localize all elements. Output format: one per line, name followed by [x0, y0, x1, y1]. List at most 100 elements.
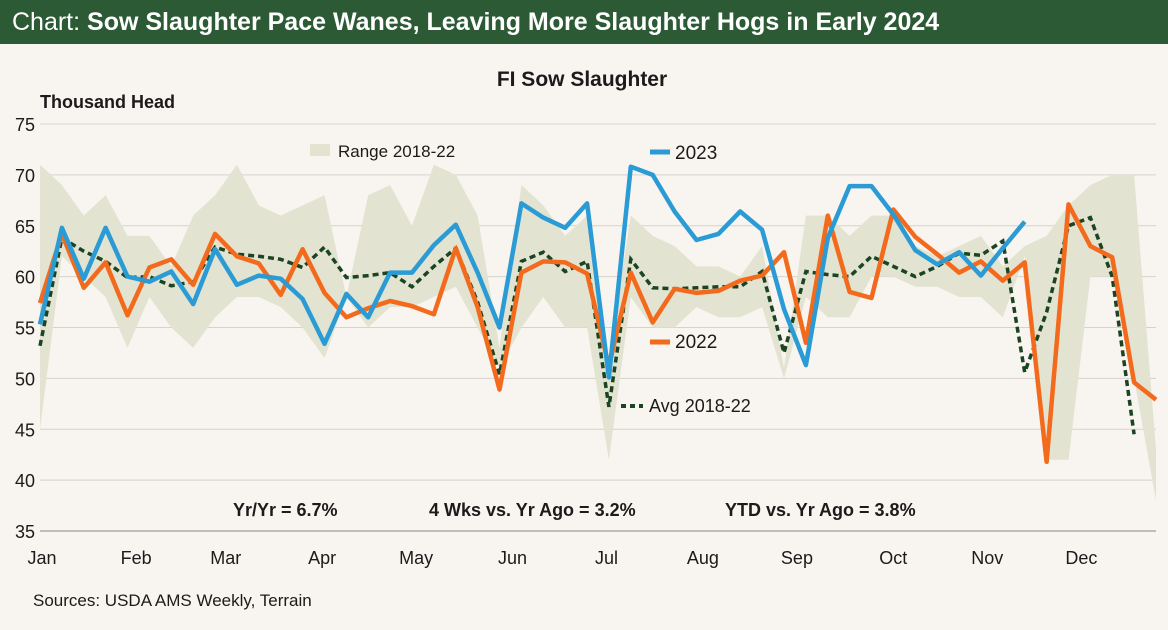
point-2023	[104, 226, 108, 230]
point-2023	[782, 307, 786, 311]
y-tick-label: 50	[15, 369, 35, 389]
legend-2022-label: 2022	[675, 332, 717, 353]
x-tick-label: Feb	[121, 548, 152, 568]
point-2023	[235, 283, 239, 287]
point-2022	[1023, 260, 1027, 264]
point-2023	[826, 236, 830, 240]
point-2023	[169, 270, 173, 274]
point-2022	[476, 305, 480, 309]
point-2023	[1023, 220, 1027, 224]
point-2022	[60, 232, 64, 236]
point-2022	[979, 259, 983, 263]
y-tick-label: 35	[15, 522, 35, 542]
chart-title: FI Sow Slaughter	[497, 68, 667, 91]
y-tick-label: 65	[15, 217, 35, 237]
point-2023	[38, 322, 42, 326]
annotation-yr-yr: Yr/Yr = 6.7%	[233, 500, 338, 520]
point-2023	[913, 248, 917, 252]
point-2022	[38, 301, 42, 305]
point-2022	[322, 291, 326, 295]
x-tick-label: Apr	[308, 548, 336, 568]
point-2023	[519, 201, 523, 205]
point-2023	[257, 274, 261, 278]
point-2023	[366, 315, 370, 319]
annotation-ytd: YTD vs. Yr Ago = 3.8%	[725, 500, 916, 520]
point-2022	[279, 293, 283, 297]
point-2023	[848, 184, 852, 188]
avg-2018-22-line	[38, 215, 1136, 435]
sow-slaughter-chart: 35 40 45 50 55 60 65 70 75 Jan Feb Mar Apr May Jun Jul…	[15, 68, 1158, 568]
point-2023	[563, 226, 567, 230]
x-tick-label: Jul	[595, 548, 618, 568]
point-2023	[432, 243, 436, 247]
banner-headline: Sow Slaughter Pace Wanes, Leaving More S…	[87, 8, 940, 36]
point-2023	[191, 302, 195, 306]
point-2023	[870, 184, 874, 188]
banner-prefix: Chart:	[12, 8, 81, 36]
x-tick-label: Dec	[1065, 548, 1097, 568]
point-2022	[760, 274, 764, 278]
x-tick-label: Jan	[27, 548, 56, 568]
point-2023	[738, 210, 742, 214]
point-2023	[979, 274, 983, 278]
point-2022	[432, 312, 436, 316]
point-2022	[301, 247, 305, 251]
annotation-4wks: 4 Wks vs. Yr Ago = 3.2%	[429, 500, 636, 520]
y-tick-label: 40	[15, 471, 35, 491]
y-tick-label: 75	[15, 115, 35, 135]
chart-banner: Chart: Sow Slaughter Pace Wanes, Leaving…	[0, 0, 1168, 44]
x-tick-label: Oct	[879, 548, 907, 568]
point-2023	[957, 250, 961, 254]
point-2022	[235, 254, 239, 258]
point-2023	[388, 271, 392, 275]
legend-avg-label: Avg 2018-22	[649, 396, 751, 416]
point-2023	[804, 363, 808, 367]
x-tick-label: Mar	[210, 548, 241, 568]
point-2022	[1001, 279, 1005, 283]
point-2023	[147, 280, 151, 284]
point-2022	[716, 289, 720, 293]
point-2022	[782, 250, 786, 254]
point-2022	[1154, 398, 1158, 402]
legend-range-swatch	[310, 144, 330, 156]
point-2023	[541, 216, 545, 220]
point-2022	[957, 271, 961, 275]
point-2022	[388, 299, 392, 303]
point-2023	[454, 223, 458, 227]
point-2022	[1088, 244, 1092, 248]
x-tick-label: Jun	[498, 548, 527, 568]
stat-annotations: Yr/Yr = 6.7% 4 Wks vs. Yr Ago = 3.2% YTD…	[233, 500, 916, 520]
point-2023	[279, 277, 283, 281]
x-tick-label: Nov	[971, 548, 1003, 568]
point-2022	[104, 260, 108, 264]
legend-2023-label: 2023	[675, 143, 717, 164]
point-2023	[213, 247, 217, 251]
point-2022	[913, 235, 917, 239]
point-2022	[694, 291, 698, 295]
y-tick-label: 60	[15, 268, 35, 288]
point-2023	[891, 213, 895, 217]
legend: Range 2018-22 2023 2022 Avg 2018-22	[310, 142, 751, 416]
point-2022	[82, 286, 86, 290]
point-2022	[213, 232, 217, 236]
point-2023	[716, 232, 720, 236]
point-2022	[738, 279, 742, 283]
point-2022	[891, 207, 895, 211]
point-2023	[82, 277, 86, 281]
point-2022	[673, 287, 677, 291]
source-note: Sources: USDA AMS Weekly, Terrain	[33, 591, 312, 610]
legend-range-label: Range 2018-22	[338, 142, 455, 161]
point-2022	[498, 388, 502, 392]
point-2023	[651, 173, 655, 177]
point-2023	[935, 262, 939, 266]
y-tick-labels: 35 40 45 50 55 60 65 70 75	[15, 115, 35, 542]
point-2022	[541, 259, 545, 263]
point-2022	[366, 306, 370, 310]
point-2022	[826, 214, 830, 218]
x-tick-label: May	[399, 548, 433, 568]
point-2022	[519, 271, 523, 275]
point-2023	[1001, 246, 1005, 250]
point-2023	[476, 271, 480, 275]
y-tick-label: 55	[15, 319, 35, 339]
point-2022	[191, 283, 195, 287]
